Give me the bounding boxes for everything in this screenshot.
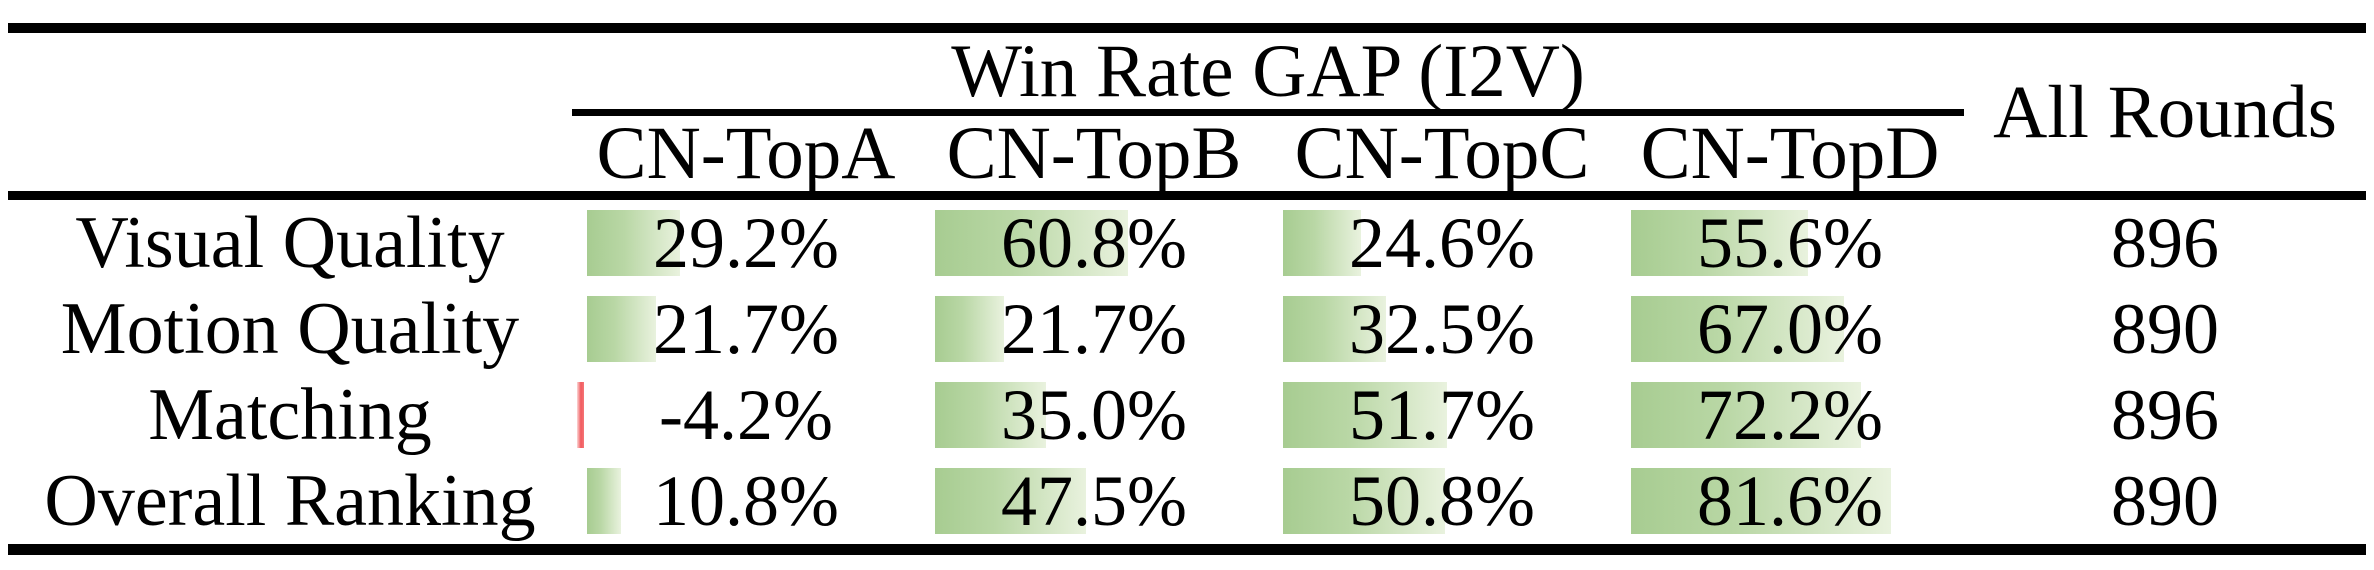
data-bar xyxy=(1631,382,1861,448)
row-label: Overall Ranking xyxy=(44,460,536,542)
cell-value: 35.0% xyxy=(1001,375,1187,455)
data-cell: 21.7% xyxy=(572,286,920,372)
data-cell: 10.8% xyxy=(572,458,920,550)
cell-value: 24.6% xyxy=(1349,203,1535,283)
cell-value: 47.5% xyxy=(1001,461,1187,541)
cell-value: 29.2% xyxy=(653,203,839,283)
cell-value: 81.6% xyxy=(1697,461,1883,541)
column-header-cn-topc: CN-TopC xyxy=(1294,112,1590,195)
data-bar xyxy=(1283,382,1448,448)
corner-cell xyxy=(8,28,572,196)
data-cell: 55.6% xyxy=(1616,191,1965,286)
data-cell: 32.5% xyxy=(1268,286,1616,372)
data-bar xyxy=(577,382,584,448)
data-bar xyxy=(587,296,656,362)
column-header-row: CN-TopA CN-TopB CN-TopC CN-TopD xyxy=(8,113,2366,196)
data-bar xyxy=(1283,296,1387,362)
data-cell: 29.2% xyxy=(572,191,920,286)
data-bar xyxy=(587,210,680,276)
data-cell: 72.2% xyxy=(1616,372,1964,458)
row-label: Motion Quality xyxy=(60,288,520,370)
data-bar xyxy=(1631,296,1845,362)
data-bar xyxy=(1631,468,1891,534)
all-rounds-cell: 890 xyxy=(2111,461,2220,541)
cell-value: 55.6% xyxy=(1697,203,1883,283)
data-cell: 21.7% xyxy=(920,286,1268,372)
results-table-wrapper: Win Rate GAP (I2V) All Rounds CN-TopA CN… xyxy=(8,23,2367,555)
data-cell: 81.6% xyxy=(1616,458,1964,550)
data-cell: -4.2% xyxy=(572,372,920,458)
data-bar xyxy=(935,210,1129,276)
cell-value: 50.8% xyxy=(1349,461,1535,541)
group-header-win-rate-gap: Win Rate GAP (I2V) xyxy=(572,28,1965,116)
all-rounds-cell: 896 xyxy=(1964,191,2367,286)
data-cell: 51.7% xyxy=(1268,372,1616,458)
cell-value: 72.2% xyxy=(1697,375,1883,455)
table-body: Visual Quality 29.2% 60.8% 24.6% 55.6% 8… xyxy=(8,191,2367,550)
data-bar xyxy=(935,468,1087,534)
cell-value: 10.8% xyxy=(653,461,839,541)
data-cell: 47.5% xyxy=(920,458,1268,550)
data-bar xyxy=(935,296,1004,362)
table-row-overall-ranking: Overall Ranking 10.8% 47.5% 50.8% 81.6% … xyxy=(8,458,2366,550)
data-cell: 67.0% xyxy=(1616,286,1964,372)
table-header: Win Rate GAP (I2V) All Rounds CN-TopA CN… xyxy=(8,28,2366,196)
table-row-visual-quality: Visual Quality 29.2% 60.8% 24.6% 55.6% 8… xyxy=(8,191,2367,286)
table-row-motion-quality: Motion Quality 21.7% 21.7% 32.5% 67.0% 8… xyxy=(8,286,2366,372)
column-header-cn-topb: CN-TopB xyxy=(946,112,1242,195)
win-rate-gap-table: Win Rate GAP (I2V) All Rounds CN-TopA CN… xyxy=(8,23,2367,555)
column-header-cn-topd: CN-TopD xyxy=(1640,112,1940,195)
cell-value: 21.7% xyxy=(1001,289,1187,369)
cell-value: 60.8% xyxy=(1001,203,1187,283)
group-header-row: Win Rate GAP (I2V) All Rounds xyxy=(8,28,2366,149)
data-bar xyxy=(587,468,622,534)
cell-value: 51.7% xyxy=(1349,375,1535,455)
column-header-cn-topa: CN-TopA xyxy=(596,112,896,195)
column-header-all-rounds: All Rounds xyxy=(1993,70,2337,154)
data-bar xyxy=(1631,210,1808,276)
data-bar xyxy=(1283,468,1445,534)
data-cell: 60.8% xyxy=(920,191,1268,286)
cell-value: 67.0% xyxy=(1697,289,1883,369)
cell-value: -4.2% xyxy=(659,375,833,455)
data-cell: 24.6% xyxy=(1268,191,1616,286)
cell-value: 32.5% xyxy=(1349,289,1535,369)
data-cell: 35.0% xyxy=(920,372,1268,458)
all-rounds-cell: 890 xyxy=(2111,289,2220,369)
data-cell: 50.8% xyxy=(1268,458,1616,550)
row-label: Matching xyxy=(148,374,432,456)
cell-value: 21.7% xyxy=(653,289,839,369)
data-bar xyxy=(935,382,1047,448)
data-bar xyxy=(1283,210,1362,276)
table-row-matching: Matching -4.2% 35.0% 51.7% 72.2% 896 xyxy=(8,372,2366,458)
all-rounds-cell: 896 xyxy=(2111,375,2220,455)
row-label: Visual Quality xyxy=(8,191,572,286)
